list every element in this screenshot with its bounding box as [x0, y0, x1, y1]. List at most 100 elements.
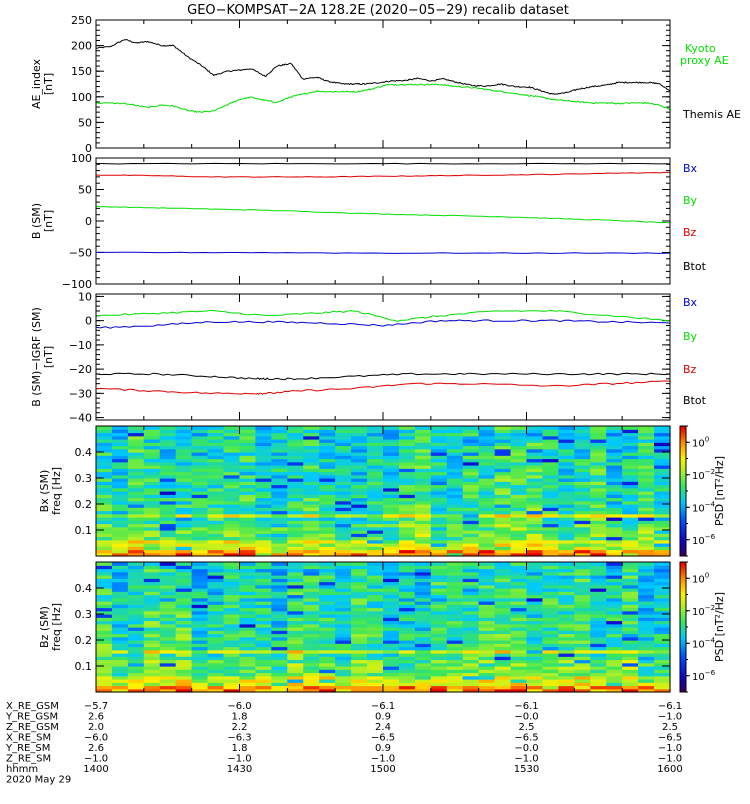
heatmap-cell	[558, 435, 575, 440]
heatmap-cell	[143, 452, 161, 456]
heatmap-cell	[159, 500, 177, 505]
heatmap-cell	[143, 575, 161, 579]
heatmap-cell	[446, 478, 464, 482]
heatmap-cell	[111, 604, 129, 609]
heatmap-cell	[590, 426, 607, 430]
heatmap-cell	[207, 546, 225, 551]
heatmap-cell	[159, 517, 177, 521]
heatmap-cell	[239, 565, 257, 570]
heatmap-cell	[510, 653, 528, 657]
heatmap-cell	[398, 520, 416, 525]
heatmap-cell	[510, 620, 528, 625]
ephemeris-value: 2.6	[88, 743, 104, 754]
heatmap-cell	[494, 435, 512, 440]
heatmap-cell	[175, 539, 193, 544]
heatmap-cell	[383, 452, 400, 456]
heatmap-cell	[367, 513, 384, 518]
heatmap-cell	[510, 552, 528, 557]
heatmap-cell	[351, 539, 368, 544]
heatmap-cell	[271, 526, 288, 531]
heatmap-cell	[303, 471, 320, 476]
heatmap-cell	[398, 571, 416, 576]
heatmap-cell	[494, 484, 512, 489]
heatmap-cell	[383, 685, 400, 690]
heatmap-cell	[319, 649, 336, 654]
heatmap-cell	[111, 536, 129, 541]
heatmap-cell	[542, 646, 559, 651]
heatmap-cell	[638, 452, 655, 456]
heatmap-cell	[303, 659, 320, 664]
heatmap-cell	[175, 662, 193, 667]
heatmap-cell	[367, 523, 384, 528]
heatmap-cell	[367, 458, 384, 463]
heatmap-cell	[446, 549, 464, 554]
heatmap-cell	[558, 575, 575, 579]
heatmap-cell	[558, 568, 575, 573]
y-tick-label: −10	[69, 339, 92, 352]
heatmap-cell	[303, 601, 320, 605]
y-tick-label: 0.4	[75, 446, 93, 459]
colorbar-segment	[680, 644, 686, 647]
heatmap-cell	[191, 429, 209, 434]
heatmap-cell	[622, 533, 639, 538]
heatmap-cell	[111, 601, 129, 605]
heatmap-cell	[351, 442, 368, 447]
heatmap-cell	[542, 478, 559, 482]
colorbar-segment	[680, 484, 686, 488]
heatmap-cell	[510, 526, 528, 531]
heatmap-cell	[207, 442, 225, 447]
heatmap-cell	[191, 474, 209, 479]
heatmap-cell	[430, 478, 448, 482]
heatmap-cell	[606, 607, 623, 612]
heatmap-cell	[271, 659, 288, 664]
heatmap-cell	[414, 533, 432, 538]
figure-title: GEO−KOMPSAT−2A 128.2E (2020−05−29) recal…	[187, 3, 569, 18]
heatmap-cell	[398, 630, 416, 635]
heatmap-cell	[367, 452, 384, 456]
heatmap-cell	[351, 491, 368, 495]
heatmap-cell	[191, 679, 209, 683]
heatmap-cell	[255, 627, 272, 631]
heatmap-cell	[223, 597, 241, 602]
heatmap-cell	[510, 568, 528, 573]
heatmap-cell	[398, 620, 416, 625]
heatmap-cell	[606, 452, 623, 456]
heatmap-cell	[526, 581, 544, 586]
heatmap-cell	[430, 659, 448, 664]
heatmap-cell	[606, 575, 623, 579]
ephemeris-value: −6.3	[227, 733, 251, 744]
heatmap-cell	[175, 435, 193, 440]
heatmap-cell	[574, 640, 591, 644]
heatmap-cell	[175, 669, 193, 674]
heatmap-cell	[638, 474, 655, 479]
heatmap-cell	[175, 627, 193, 631]
heatmap-cell	[383, 455, 400, 460]
heatmap-cell	[239, 546, 257, 551]
heatmap-cell	[542, 607, 559, 612]
heatmap-cell	[303, 458, 320, 463]
heatmap-cell	[159, 536, 177, 541]
heatmap-cell	[542, 533, 559, 538]
heatmap-cell	[351, 630, 368, 635]
heatmap-cell	[96, 630, 113, 635]
heatmap-cell	[446, 455, 464, 460]
y-tick-label: 250	[71, 14, 92, 27]
heatmap-cell	[654, 672, 671, 677]
heatmap-cell	[383, 448, 400, 453]
heatmap-cell	[111, 672, 129, 677]
heatmap-cell	[526, 656, 544, 661]
heatmap-cell	[398, 461, 416, 466]
heatmap-cell	[542, 669, 559, 674]
heatmap-cell	[510, 487, 528, 492]
heatmap-cell	[526, 552, 544, 557]
heatmap-cell	[446, 682, 464, 687]
heatmap-cell	[622, 620, 639, 625]
heatmap-cell	[175, 530, 193, 534]
heatmap-cell	[446, 526, 464, 531]
heatmap-cell	[191, 523, 209, 528]
heatmap-cell	[622, 539, 639, 544]
heatmap-cell	[446, 565, 464, 570]
heatmap-cell	[367, 594, 384, 599]
heatmap-cell	[526, 543, 544, 547]
heatmap-cell	[143, 461, 161, 466]
